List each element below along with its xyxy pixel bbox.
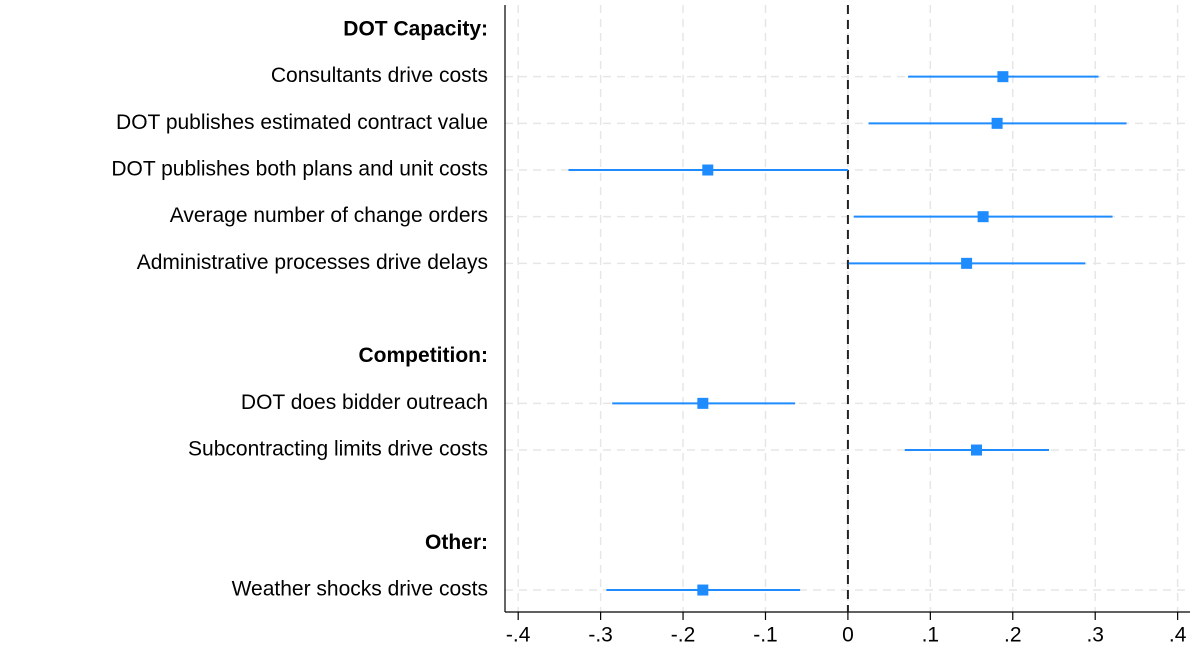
- group-header: DOT Capacity:: [343, 18, 488, 41]
- x-tick-label: .3: [1086, 624, 1104, 647]
- point: [997, 71, 1009, 83]
- x-tick-label: -.2: [671, 624, 696, 647]
- category-label: Average number of change orders: [170, 204, 488, 227]
- category-label: DOT publishes both plans and unit costs: [111, 158, 488, 181]
- point: [697, 397, 709, 409]
- x-tick-label: .4: [1169, 624, 1187, 647]
- point: [697, 584, 709, 596]
- point: [702, 164, 714, 176]
- x-tick-label: .2: [1004, 624, 1022, 647]
- x-tick-label: -.3: [588, 624, 613, 647]
- group-header: Other:: [425, 531, 488, 554]
- category-label: DOT publishes estimated contract value: [116, 111, 488, 134]
- category-label: DOT does bidder outreach: [241, 391, 488, 414]
- x-tick-label: .1: [922, 624, 940, 647]
- category-label: Consultants drive costs: [271, 64, 488, 87]
- point: [977, 211, 989, 223]
- x-tick-label: -.4: [506, 624, 531, 647]
- point: [991, 117, 1003, 129]
- category-label: Administrative processes drive delays: [137, 251, 488, 274]
- x-tick-label: -.1: [753, 624, 778, 647]
- category-label: Weather shocks drive costs: [232, 578, 488, 601]
- point: [971, 444, 983, 456]
- group-header: Competition:: [359, 344, 488, 367]
- point: [961, 257, 973, 269]
- x-tick-label: 0: [842, 624, 854, 647]
- category-label: Subcontracting limits drive costs: [188, 438, 488, 461]
